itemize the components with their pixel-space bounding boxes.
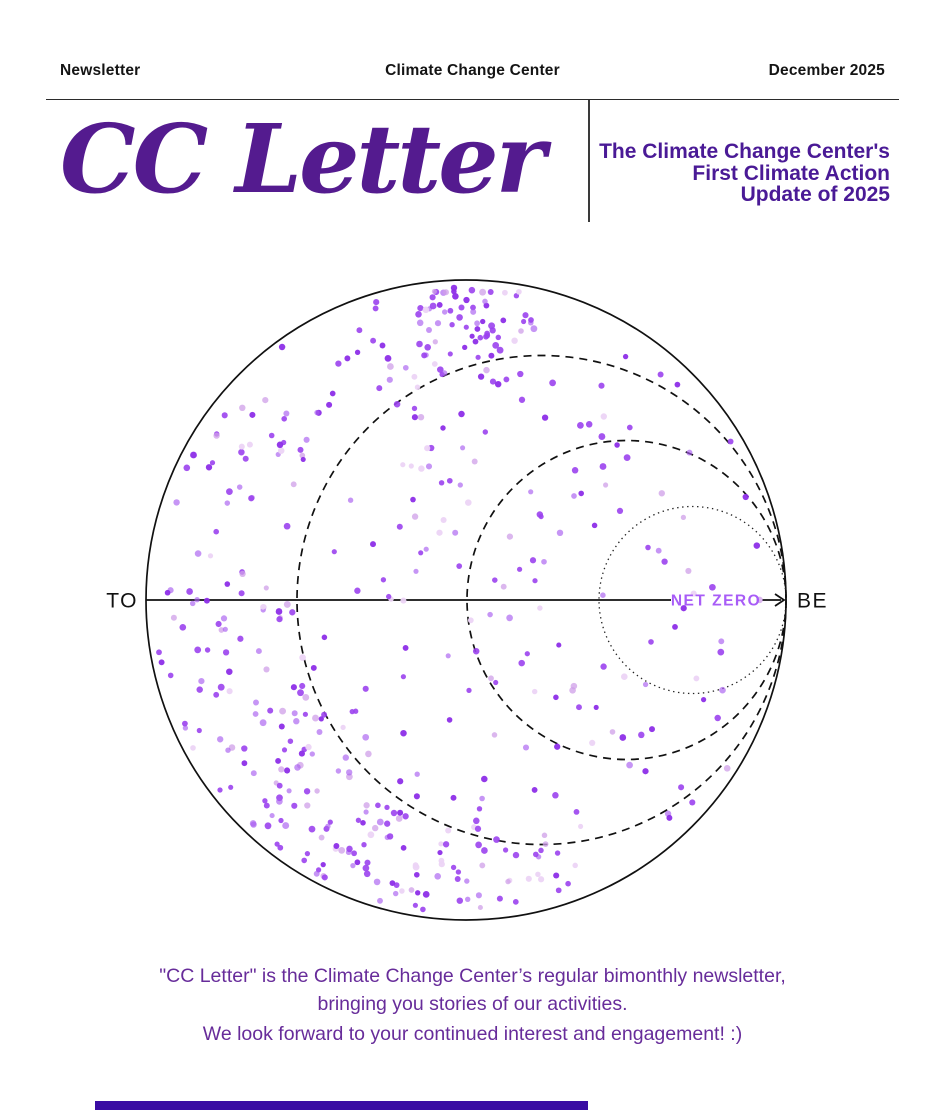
be-label: BE: [797, 590, 828, 613]
header-rule: [46, 99, 899, 100]
header-right-label: December 2025: [768, 62, 885, 79]
scatter-dots: [156, 284, 763, 913]
masthead-divider: [588, 100, 590, 222]
arrow-head-icon: [774, 593, 786, 607]
subtitle-line-3: Update of 2025: [740, 183, 890, 206]
closing-line-1: "CC Letter" is the Climate Change Center…: [159, 965, 786, 987]
masthead-subtitle: The Climate Change Center's First Climat…: [560, 141, 890, 206]
footer-accent-bar: [95, 1101, 588, 1110]
header-row: Newsletter Climate Change Center Decembe…: [60, 62, 885, 80]
subtitle-line-2: First Climate Action: [692, 161, 890, 185]
newsletter-title: CC Letter: [60, 104, 546, 215]
subtitle-line-1: The Climate Change Center's: [599, 140, 890, 163]
closing-text: "CC Letter" is the Climate Change Center…: [0, 962, 945, 1048]
closing-line-3: We look forward to your continued intere…: [202, 1023, 743, 1045]
closing-line-2: bringing you stories of our activities.: [317, 993, 628, 1015]
to-label: TO: [106, 590, 138, 613]
net-zero-label: NET ZERO: [671, 593, 761, 610]
header-left-label: Newsletter: [60, 62, 141, 79]
header-center-label: Climate Change Center: [385, 62, 560, 79]
